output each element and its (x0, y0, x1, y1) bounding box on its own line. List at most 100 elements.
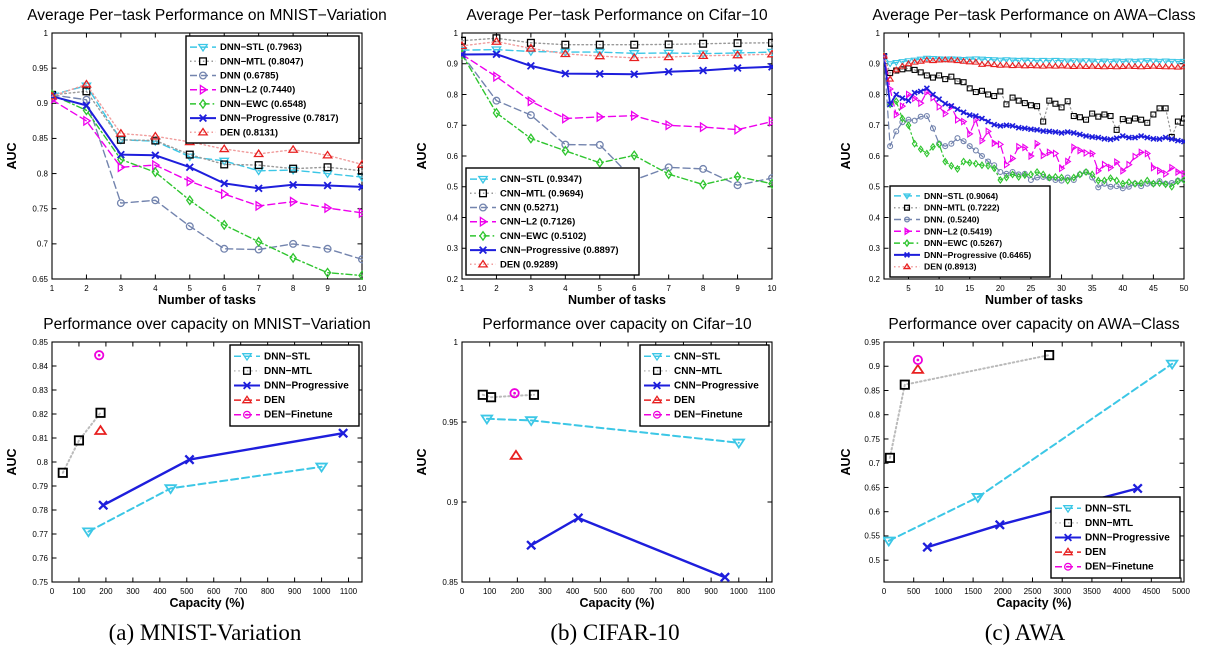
x-tick-label: 400 (153, 587, 167, 596)
x-tick-label: 5000 (1172, 587, 1190, 596)
y-tick-label: 0.8 (869, 411, 881, 420)
legend-label: DNN. (0.5240) (924, 215, 980, 225)
series-DEN-0-8131- (51, 79, 363, 168)
y-tick-label: 0.3 (869, 244, 881, 253)
legend-label: CNN−Progressive (0.8897) (500, 245, 619, 256)
x-tick-label: 40 (1118, 284, 1127, 293)
x-tick-label: 1000 (935, 587, 953, 596)
legend-label: DEN (0.8913) (924, 262, 977, 272)
x-tick-label: 7 (666, 284, 671, 293)
x-tick-label: 200 (99, 587, 113, 596)
y-tick-label: 0.75 (864, 435, 880, 444)
x-tick-label: 1100 (758, 587, 776, 596)
chart-mnist-capacity: Performance over capacity on MNIST−Varia… (0, 310, 410, 612)
series-DEN (93, 424, 108, 435)
x-tick-label: 6 (632, 284, 637, 293)
series-DNN-MTL-0-7222- (883, 53, 1185, 140)
legend-label: CNN−STL (674, 351, 720, 362)
y-tick-label: 0.78 (32, 506, 48, 515)
x-tick-label: 200 (511, 587, 525, 596)
y-tick-label: 1 (454, 29, 459, 38)
legend-label: DEN (264, 395, 285, 406)
caption-b: (b) CIFAR-10 (550, 620, 680, 645)
x-tick-label: 3 (529, 284, 534, 293)
chart-cifar-capacity: Performance over capacity on Cifar−10 Ca… (410, 310, 820, 612)
chart-mnist-tasks: Average Per−task Performance on MNIST−Va… (0, 0, 410, 310)
y-tick-label: 0.8 (447, 90, 459, 99)
series-CNN-EWC-0-5102- (461, 49, 773, 190)
x-tick-label: 700 (234, 587, 248, 596)
y-tick-label: 0.6 (447, 152, 459, 161)
y-tick-label: 0.2 (869, 275, 881, 284)
x-tick-label: 4500 (1142, 587, 1160, 596)
series-DEN-Finetune (912, 354, 923, 365)
series-DNN-MTL (884, 350, 1055, 463)
series-DEN-Finetune (509, 388, 520, 399)
x-axis-label: Number of tasks (568, 293, 666, 307)
y-tick-label: 0.83 (32, 386, 48, 395)
y-tick-label: 0.7 (869, 121, 881, 130)
x-tick-label: 50 (1180, 284, 1189, 293)
legend-label: DNN−EWC (0.6548) (220, 99, 306, 110)
x-tick-label: 1000 (313, 587, 331, 596)
legend-label: CNN (0.5271) (500, 203, 559, 214)
x-tick-label: 4 (563, 284, 568, 293)
legend-label: DNN−STL (0.7963) (220, 42, 302, 53)
x-tick-label: 35 (1088, 284, 1097, 293)
chart-title: Performance over capacity on Cifar−10 (482, 316, 752, 333)
chart-title: Average Per−task Performance on MNIST−Va… (27, 7, 387, 24)
axes: 0 500 1000 1500 2000 2500 3000 3500 4000 4500 5000… (864, 338, 1190, 596)
chart-awa-capacity: Performance over capacity on AWA−Class C… (820, 310, 1230, 612)
series-DNN-MTL (57, 407, 106, 478)
x-tick-label: 8 (701, 284, 706, 293)
axes: 0 100 200 300 400 500 600 700 800 900 1000 1100 0.85… (442, 338, 775, 596)
x-tick-label: 500 (907, 587, 921, 596)
x-tick-label: 7 (256, 284, 261, 293)
chart-title: Performance over capacity on AWA−Class (888, 316, 1180, 333)
y-tick-label: 0.82 (32, 410, 48, 419)
x-tick-label: 10 (768, 284, 777, 293)
legend-label: DEN (1085, 547, 1106, 558)
series-DNN-STL (883, 359, 1179, 548)
y-tick-label: 0.95 (442, 418, 458, 427)
x-tick-label: 300 (538, 587, 552, 596)
x-tick-label: 20 (996, 284, 1005, 293)
y-tick-label: 0.5 (869, 183, 881, 192)
y-tick-label: 0.85 (864, 386, 880, 395)
x-tick-label: 1100 (340, 587, 358, 596)
y-tick-label: 0.9 (869, 60, 881, 69)
legend-label: DNN−STL (1085, 503, 1131, 514)
series-DEN-0-8913- (883, 52, 1185, 82)
chart-cifar-tasks: Average Per−task Performance on Cifar−10… (410, 0, 820, 310)
y-tick-label: 0.76 (32, 554, 48, 563)
legend: DNN−STL DNN−MTL DNN−Progressive DEN DEN−Fine… (1050, 496, 1181, 579)
legend: DNN−STL (0.7963) DNN−MTL (0.8047) DNN (0.6… (185, 35, 360, 144)
y-tick-label: 0.7 (447, 121, 459, 130)
series-CNN-Progressive-0-8897- (461, 50, 773, 79)
x-tick-label: 800 (677, 587, 691, 596)
series-DEN-Finetune (94, 350, 105, 361)
y-tick-label: 0.5 (447, 183, 459, 192)
legend-label: DNN−Progressive (264, 381, 349, 392)
x-tick-label: 300 (126, 587, 140, 596)
series-CNN-MTL-0-9694- (461, 34, 773, 49)
x-tick-label: 500 (180, 587, 194, 596)
x-tick-label: 1500 (964, 587, 982, 596)
series-DEN-0-9289- (461, 36, 773, 62)
x-tick-label: 5 (598, 284, 603, 293)
legend-label: DEN (0.9289) (500, 259, 558, 270)
y-tick-label: 0.6 (869, 507, 881, 516)
x-tick-label: 25 (1026, 284, 1035, 293)
legend: DNN−STL DNN−MTL DNN−Progressive DEN DEN−Fine… (229, 344, 360, 427)
y-tick-label: 0.65 (32, 275, 48, 284)
legend: CNN−STL CNN−MTL CNN−Progressive DEN DEN−Fine… (639, 344, 770, 427)
x-tick-label: 9 (735, 284, 740, 293)
x-tick-label: 600 (207, 587, 221, 596)
legend-label: CNN−MTL (0.9694) (500, 188, 584, 199)
legend-label: DNN−Progressive (1085, 533, 1170, 544)
x-tick-label: 100 (72, 587, 86, 596)
legend-label: CNN−EWC (0.5102) (500, 231, 586, 242)
series-CNN-L2-0-7126- (461, 50, 773, 135)
x-tick-label: 9 (325, 284, 330, 293)
y-tick-label: 0.4 (447, 213, 459, 222)
